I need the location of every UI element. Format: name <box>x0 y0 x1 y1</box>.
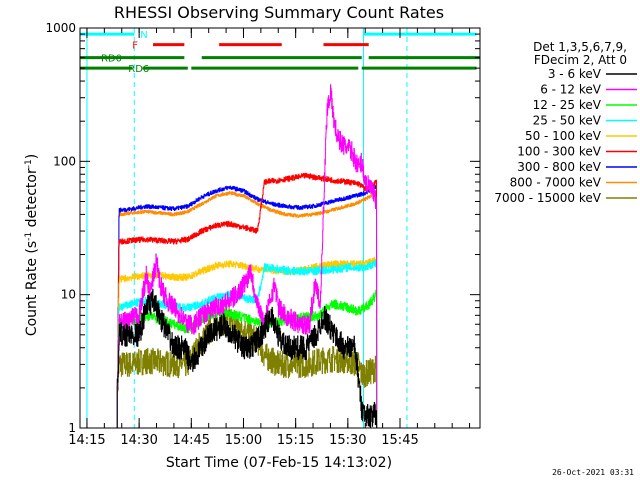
flag-label-f: F <box>132 41 138 52</box>
legend-entry-label: 7000 - 15000 keV <box>494 191 601 205</box>
series-line-100-300keV <box>116 172 378 428</box>
y-tick-label: 1000 <box>45 21 76 35</box>
x-tick-label: 15:30 <box>329 433 366 448</box>
series-line-6-12keV <box>116 84 378 428</box>
legend: Det 1,3,5,6,7,9,FDecim 2, Att 03 - 6 keV… <box>494 40 637 205</box>
plot-clip-group <box>80 28 480 428</box>
legend-entry-label: 800 - 7000 keV <box>510 176 602 190</box>
legend-entry-label: 6 - 12 keV <box>540 83 602 97</box>
x-tick-label: 15:00 <box>225 433 262 448</box>
legend-entry-label: 100 - 300 keV <box>517 145 601 159</box>
plot-area: NF RD0 RD6 <box>80 28 480 428</box>
y-label-sup2: -1 <box>24 159 34 168</box>
legend-entry-label: 50 - 100 keV <box>525 129 602 143</box>
legend-header-line: Det 1,3,5,6,7,9, <box>533 40 627 54</box>
legend-entry-label: 3 - 6 keV <box>548 67 602 81</box>
flag-label-rd0: RD0 <box>101 54 122 65</box>
y-tick-label: 100 <box>53 154 76 168</box>
legend-header-line: FDecim 2, Att 0 <box>534 53 627 67</box>
legend-entry-label: 25 - 50 keV <box>533 114 602 128</box>
series-line-800-7000keV <box>116 191 378 428</box>
x-tick-label: 14:45 <box>173 433 210 448</box>
generated-timestamp: 26-Oct-2021 03:31 <box>552 468 634 477</box>
y-tick-label: 10 <box>61 288 76 302</box>
series-line-300-800keV <box>116 184 378 428</box>
flag-label-rd6: RD6 <box>128 64 149 75</box>
y-label-part1: Count Rate (s <box>24 241 40 336</box>
y-label-sup1: -1 <box>24 232 34 241</box>
axes: 1 10 100 1000 14:15 14:30 14:45 15:00 15:15 15:30… <box>45 21 481 448</box>
y-axis-label: Count Rate (s-1 detector-1) <box>24 154 40 336</box>
series-line-7000-15000keV <box>116 306 378 428</box>
x-tick-label: 15:15 <box>277 433 314 448</box>
chart-title: RHESSI Observing Summary Count Rates <box>114 3 444 22</box>
legend-entry-label: 300 - 800 keV <box>517 160 601 174</box>
x-tick-label: 14:15 <box>68 433 105 448</box>
legend-entry-label: 12 - 25 keV <box>533 98 602 112</box>
series-line-25-50keV <box>116 259 378 428</box>
y-tick-label: 1 <box>68 421 76 435</box>
flag-label-n: N <box>140 30 147 41</box>
series-line-3-6keV <box>116 288 378 428</box>
x-tick-label: 14:30 <box>120 433 157 448</box>
y-label-part3: ) <box>24 154 40 159</box>
y-label-part2: detector <box>24 168 40 232</box>
x-tick-label: 15:45 <box>381 433 418 448</box>
x-axis-label: Start Time (07-Feb-15 14:13:02) <box>166 455 392 471</box>
series-line-50-100keV <box>116 257 378 428</box>
plot-frame <box>79 27 481 429</box>
